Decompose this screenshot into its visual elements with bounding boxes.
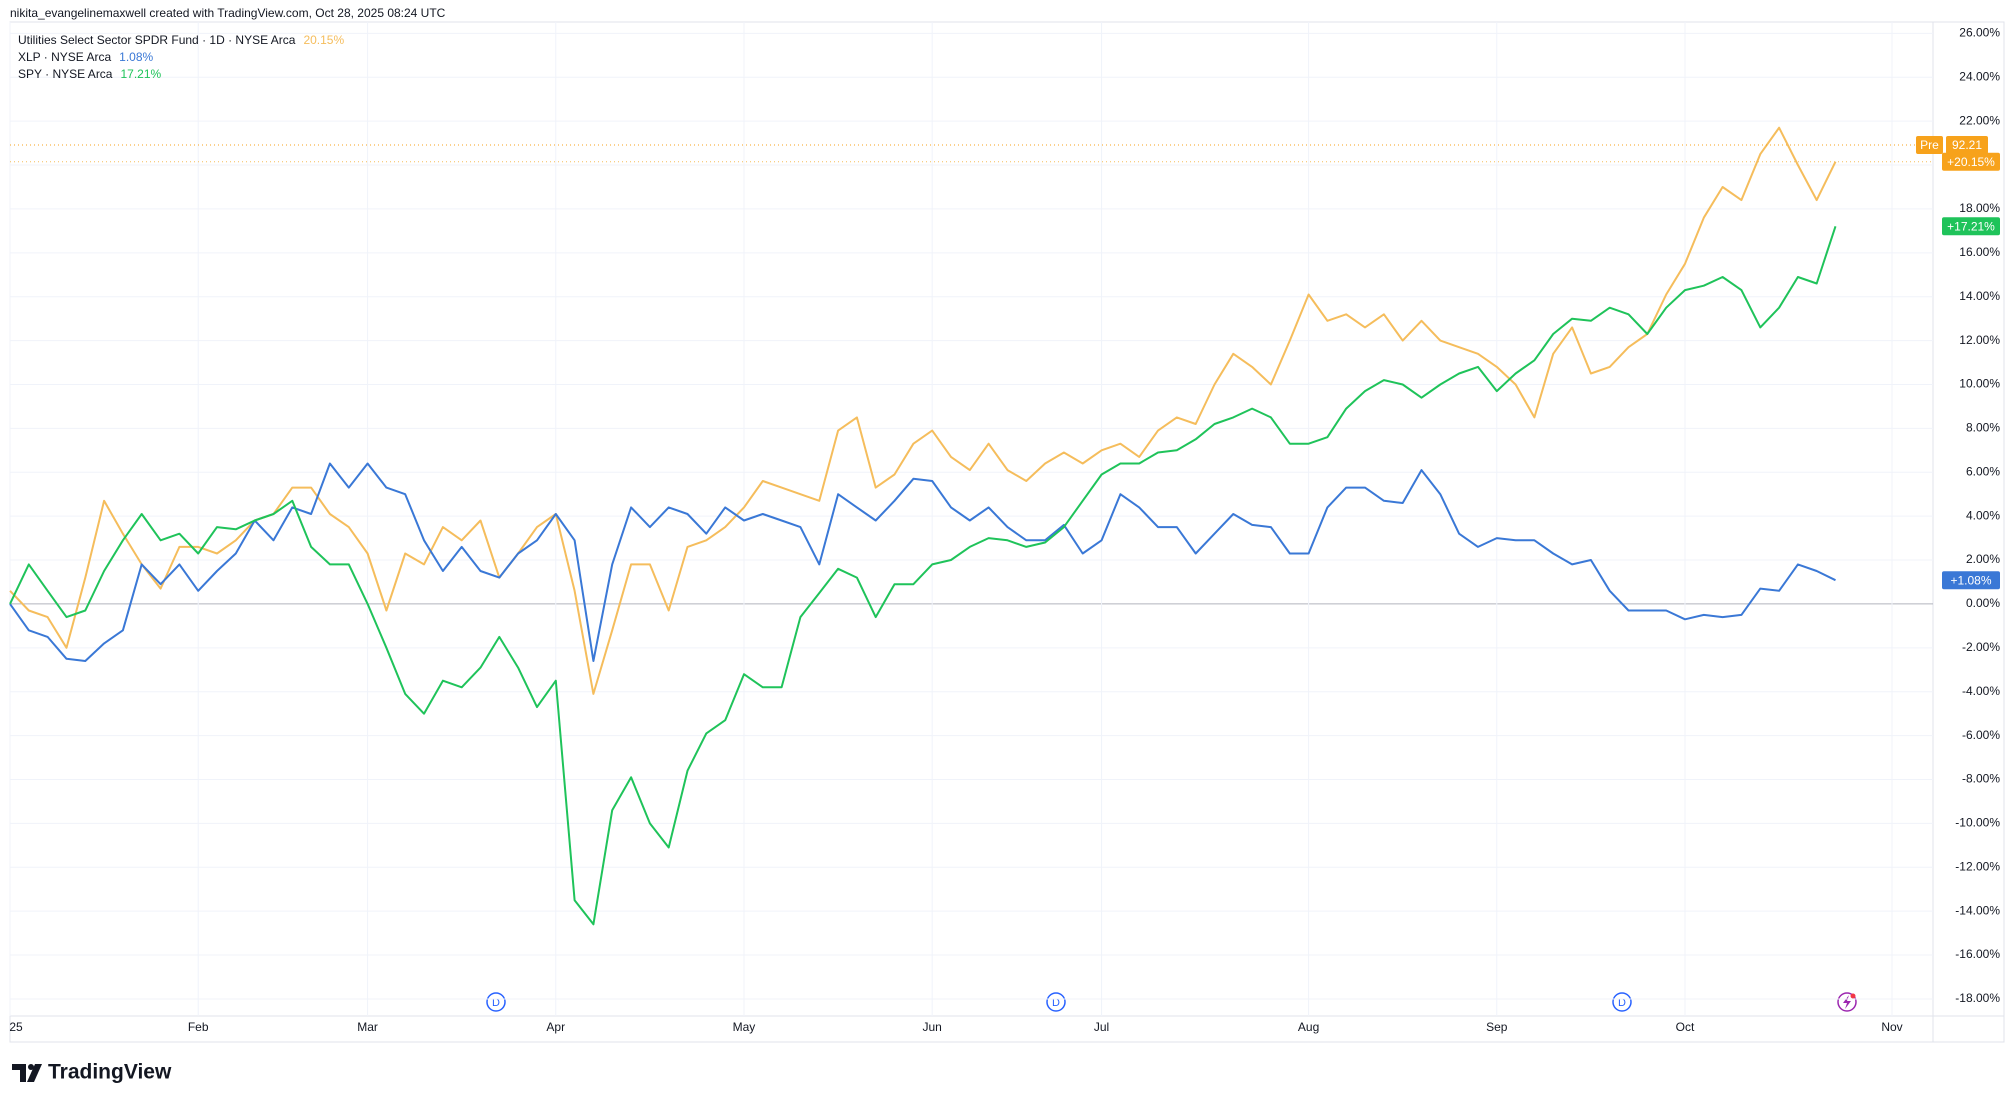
notification-dot (1850, 993, 1856, 999)
value-badge-label: +1.08% (1950, 573, 1991, 587)
dividend-label: D (1052, 997, 1060, 1009)
attribution: nikita_evangelinemaxwell created with Tr… (10, 6, 446, 20)
event-markers: D D D (486, 992, 1857, 1012)
legend-name: SPY · NYSE Arca (18, 67, 113, 81)
x-tick-label: Sep (1486, 1020, 1508, 1034)
logo-text: TradingView (48, 1061, 172, 1084)
y-tick-label: 26.00% (1959, 26, 2000, 40)
value-badge-label: +20.15% (1947, 155, 1995, 169)
x-tick-label: Jun (923, 1020, 942, 1034)
y-tick-label: 16.00% (1959, 245, 2000, 259)
x-tick-label: Mar (357, 1020, 378, 1034)
y-tick-label: -18.00% (1955, 991, 2000, 1005)
value-badge-label: +17.21% (1947, 219, 1995, 233)
x-tick-label: Apr (546, 1020, 565, 1034)
y-tick-label: -6.00% (1962, 728, 2000, 742)
y-tick-label: 8.00% (1966, 421, 2000, 435)
series-line (9, 225, 1837, 926)
series-line (9, 462, 1836, 662)
y-tick-label: 18.00% (1959, 201, 2000, 215)
legend-value: 1.08% (119, 50, 153, 64)
logo-mark (12, 1064, 26, 1082)
x-tick-label: Oct (1676, 1020, 1695, 1034)
y-tick-label: 14.00% (1959, 289, 2000, 303)
x-tick-label: Aug (1298, 1020, 1319, 1034)
pre-value-label: 92.21 (1952, 138, 1982, 152)
y-tick-label: -10.00% (1955, 816, 2000, 830)
y-tick-label: 24.00% (1959, 69, 2000, 83)
legend-entry: SPY · NYSE Arca 17.21% (18, 67, 162, 81)
y-tick-label: 12.00% (1959, 333, 2000, 347)
dividend-marker (1612, 992, 1632, 1012)
x-tick-label: Feb (188, 1020, 209, 1034)
dividend-marker (486, 992, 506, 1012)
legend-entry: Utilities Select Sector SPDR Fund · 1D ·… (18, 33, 344, 47)
y-tick-label: 6.00% (1966, 464, 2000, 478)
logo-mark (27, 1064, 42, 1082)
dividend-label: D (1618, 997, 1626, 1009)
y-tick-label: 10.00% (1959, 377, 2000, 391)
legend-name: XLP · NYSE Arca (18, 50, 111, 64)
logo-mark (28, 1064, 34, 1070)
x-tick-label: May (733, 1020, 756, 1034)
pre-tag (1916, 136, 1943, 154)
y-tick-label: -4.00% (1962, 684, 2000, 698)
dividend-label: D (492, 997, 500, 1009)
x-tick-label: Nov (1881, 1020, 1902, 1034)
legend-value: 17.21% (120, 67, 161, 81)
dividend-marker (1046, 992, 1066, 1012)
y-tick-label: 0.00% (1966, 596, 2000, 610)
x-tick-label: 25 (9, 1020, 23, 1034)
legend-name: Utilities Select Sector SPDR Fund · 1D ·… (18, 33, 296, 47)
y-tick-label: -12.00% (1955, 859, 2000, 873)
y-tick-label: -8.00% (1962, 772, 2000, 786)
legend-value: 20.15% (303, 33, 344, 47)
lightning-icon (1843, 995, 1851, 1009)
value-badge (1942, 217, 2000, 236)
y-tick-label: -2.00% (1962, 640, 2000, 654)
grid (9, 22, 1933, 1016)
y-tick-label: 22.00% (1959, 113, 2000, 127)
series-line (9, 126, 1837, 695)
y-tick-label: 4.00% (1966, 508, 2000, 522)
legend-entry: XLP · NYSE Arca 1.08% (18, 50, 154, 64)
pre-value-badge (1946, 136, 1988, 154)
logo: TradingView (12, 1061, 172, 1084)
y-tick-label: 2.00% (1966, 552, 2000, 566)
y-tick-label: -14.00% (1955, 903, 2000, 917)
value-badge (1942, 152, 2000, 171)
y-tick-label: -16.00% (1955, 947, 2000, 961)
x-tick-label: Jul (1094, 1020, 1109, 1034)
value-badge (1942, 571, 2000, 590)
pre-tag-label: Pre (1920, 138, 1939, 152)
